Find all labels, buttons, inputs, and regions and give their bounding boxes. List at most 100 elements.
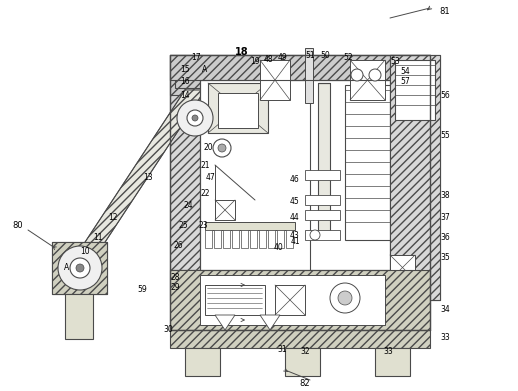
Polygon shape <box>170 55 430 80</box>
Text: 33: 33 <box>440 334 450 343</box>
Text: 13: 13 <box>143 174 153 183</box>
Bar <box>350 60 385 100</box>
Circle shape <box>187 110 203 126</box>
Text: 37: 37 <box>440 213 450 222</box>
Text: 55: 55 <box>440 131 450 140</box>
Text: 47: 47 <box>205 174 215 183</box>
Bar <box>218 93 258 128</box>
Bar <box>200 80 390 270</box>
Text: 54: 54 <box>400 68 410 77</box>
Polygon shape <box>170 270 430 330</box>
Bar <box>259 230 266 248</box>
Bar <box>305 48 313 103</box>
Circle shape <box>70 258 90 278</box>
Text: 49: 49 <box>278 54 288 63</box>
Polygon shape <box>52 242 107 294</box>
Polygon shape <box>390 55 430 300</box>
Text: 44: 44 <box>290 213 300 222</box>
Polygon shape <box>260 315 280 330</box>
Text: 24: 24 <box>183 201 193 210</box>
Text: 32: 32 <box>300 348 310 357</box>
Text: 40: 40 <box>273 244 283 253</box>
Text: 26: 26 <box>173 240 183 249</box>
Circle shape <box>330 283 360 313</box>
Bar <box>205 222 295 230</box>
Bar <box>305 170 340 180</box>
Bar <box>175 58 230 88</box>
Text: 57: 57 <box>400 77 410 86</box>
Polygon shape <box>170 55 240 95</box>
Text: 23: 23 <box>198 221 208 230</box>
Circle shape <box>192 115 198 121</box>
Bar <box>375 348 410 376</box>
Text: 51: 51 <box>305 50 315 59</box>
Bar <box>205 230 212 248</box>
Bar <box>52 242 107 294</box>
Bar <box>232 230 239 248</box>
Text: A: A <box>203 66 208 75</box>
Text: 82: 82 <box>300 378 310 387</box>
Circle shape <box>218 144 226 152</box>
Text: 10: 10 <box>80 248 90 256</box>
Bar <box>268 230 275 248</box>
Polygon shape <box>170 55 430 80</box>
Text: 43: 43 <box>290 231 300 240</box>
Text: 22: 22 <box>200 188 210 197</box>
Bar <box>286 230 293 248</box>
Text: 33: 33 <box>383 348 393 357</box>
Text: A: A <box>64 264 69 273</box>
Bar <box>318 83 330 238</box>
Text: 28: 28 <box>170 273 180 283</box>
Text: 80: 80 <box>12 221 23 230</box>
Text: 14: 14 <box>180 90 190 99</box>
Bar <box>260 60 290 100</box>
Text: 31: 31 <box>277 346 287 355</box>
Bar <box>305 195 340 205</box>
Text: 81: 81 <box>440 7 450 16</box>
Bar <box>305 230 340 240</box>
Circle shape <box>351 69 363 81</box>
Text: 21: 21 <box>200 160 210 170</box>
Text: 35: 35 <box>440 253 450 262</box>
Bar <box>170 330 430 348</box>
Bar <box>275 285 305 315</box>
Bar <box>200 275 385 325</box>
Text: 17: 17 <box>191 52 201 61</box>
Text: 18: 18 <box>235 47 249 57</box>
Text: 34: 34 <box>440 305 450 314</box>
Text: 25: 25 <box>178 221 188 230</box>
Polygon shape <box>170 270 430 300</box>
Text: 46: 46 <box>290 176 300 185</box>
Text: 52: 52 <box>343 54 353 63</box>
Text: 36: 36 <box>440 233 450 242</box>
Bar <box>277 230 284 248</box>
Circle shape <box>76 264 84 272</box>
Bar <box>214 230 221 248</box>
Text: 29: 29 <box>170 283 180 292</box>
Bar <box>185 348 220 376</box>
Text: 41: 41 <box>290 237 300 246</box>
Text: 38: 38 <box>440 190 450 199</box>
Bar <box>305 210 340 220</box>
Text: 45: 45 <box>290 197 300 206</box>
Polygon shape <box>170 55 200 270</box>
Bar <box>208 83 268 133</box>
Polygon shape <box>70 90 205 265</box>
Bar <box>205 285 265 315</box>
Text: 16: 16 <box>180 77 190 86</box>
Text: 50: 50 <box>320 52 330 61</box>
Bar <box>215 200 235 220</box>
Text: 56: 56 <box>440 90 450 99</box>
Bar <box>223 230 230 248</box>
Circle shape <box>338 291 352 305</box>
Text: 11: 11 <box>93 233 103 242</box>
Bar <box>345 85 390 240</box>
Bar <box>200 80 390 270</box>
Circle shape <box>58 246 102 290</box>
Text: 20: 20 <box>203 143 213 152</box>
Circle shape <box>177 100 213 136</box>
Bar <box>285 348 320 376</box>
Circle shape <box>310 230 320 240</box>
Text: 53: 53 <box>390 57 400 66</box>
Text: 30: 30 <box>163 325 173 334</box>
